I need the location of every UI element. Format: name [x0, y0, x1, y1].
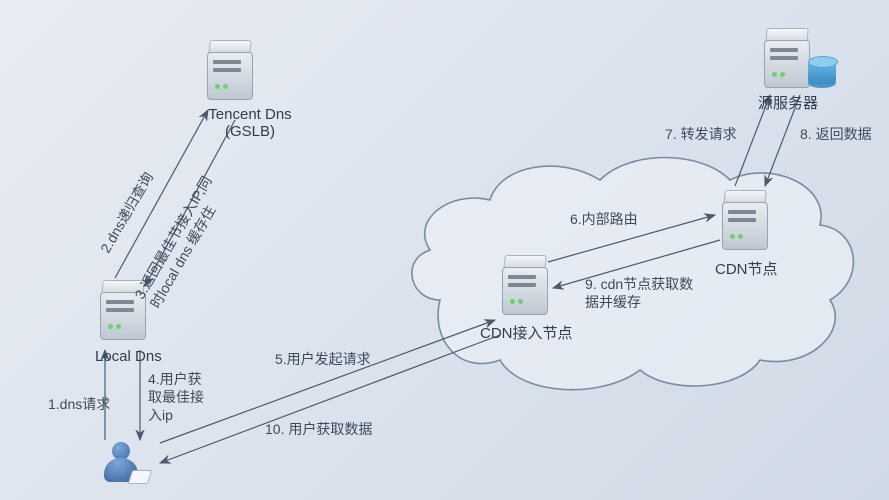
origin-server-icon: [762, 28, 810, 90]
edge-label-10: 10. 用户获取数据: [265, 420, 372, 438]
edge-label-4: 4.用户获 取最佳接 入ip: [148, 370, 204, 425]
edge-label-9: 9. cdn节点获取数 据并缓存: [585, 275, 693, 311]
tencent-dns-label: Tencent Dns (GSLB): [195, 106, 305, 140]
edge-label-6: 6.内部路由: [570, 210, 638, 228]
origin-label: 源服务器: [758, 92, 818, 113]
local-dns-label: Local Dns: [95, 348, 162, 365]
edge-label-7: 7. 转发请求: [665, 125, 737, 143]
cloud-shape: [412, 158, 854, 390]
edge-label-2: 2.dns递归查询: [96, 169, 157, 256]
cdn-node-label: CDN节点: [715, 258, 778, 279]
cdn-access-label: CDN接入节点: [480, 322, 573, 343]
diagram-stage: { "type": "network-flowchart", "backgrou…: [0, 0, 889, 500]
edge-label-1: 1.dns请求: [48, 395, 110, 413]
user-icon: [100, 440, 150, 490]
origin-db-icon: [808, 56, 836, 88]
tencent-dns-server-icon: [205, 40, 253, 102]
edge-label-5: 5.用户发起请求: [275, 350, 371, 368]
arrows-group: [105, 95, 800, 463]
cdn-access-server-icon: [500, 255, 548, 317]
cdn-node-server-icon: [720, 190, 768, 252]
edge-label-8: 8. 返回数据: [800, 125, 872, 143]
